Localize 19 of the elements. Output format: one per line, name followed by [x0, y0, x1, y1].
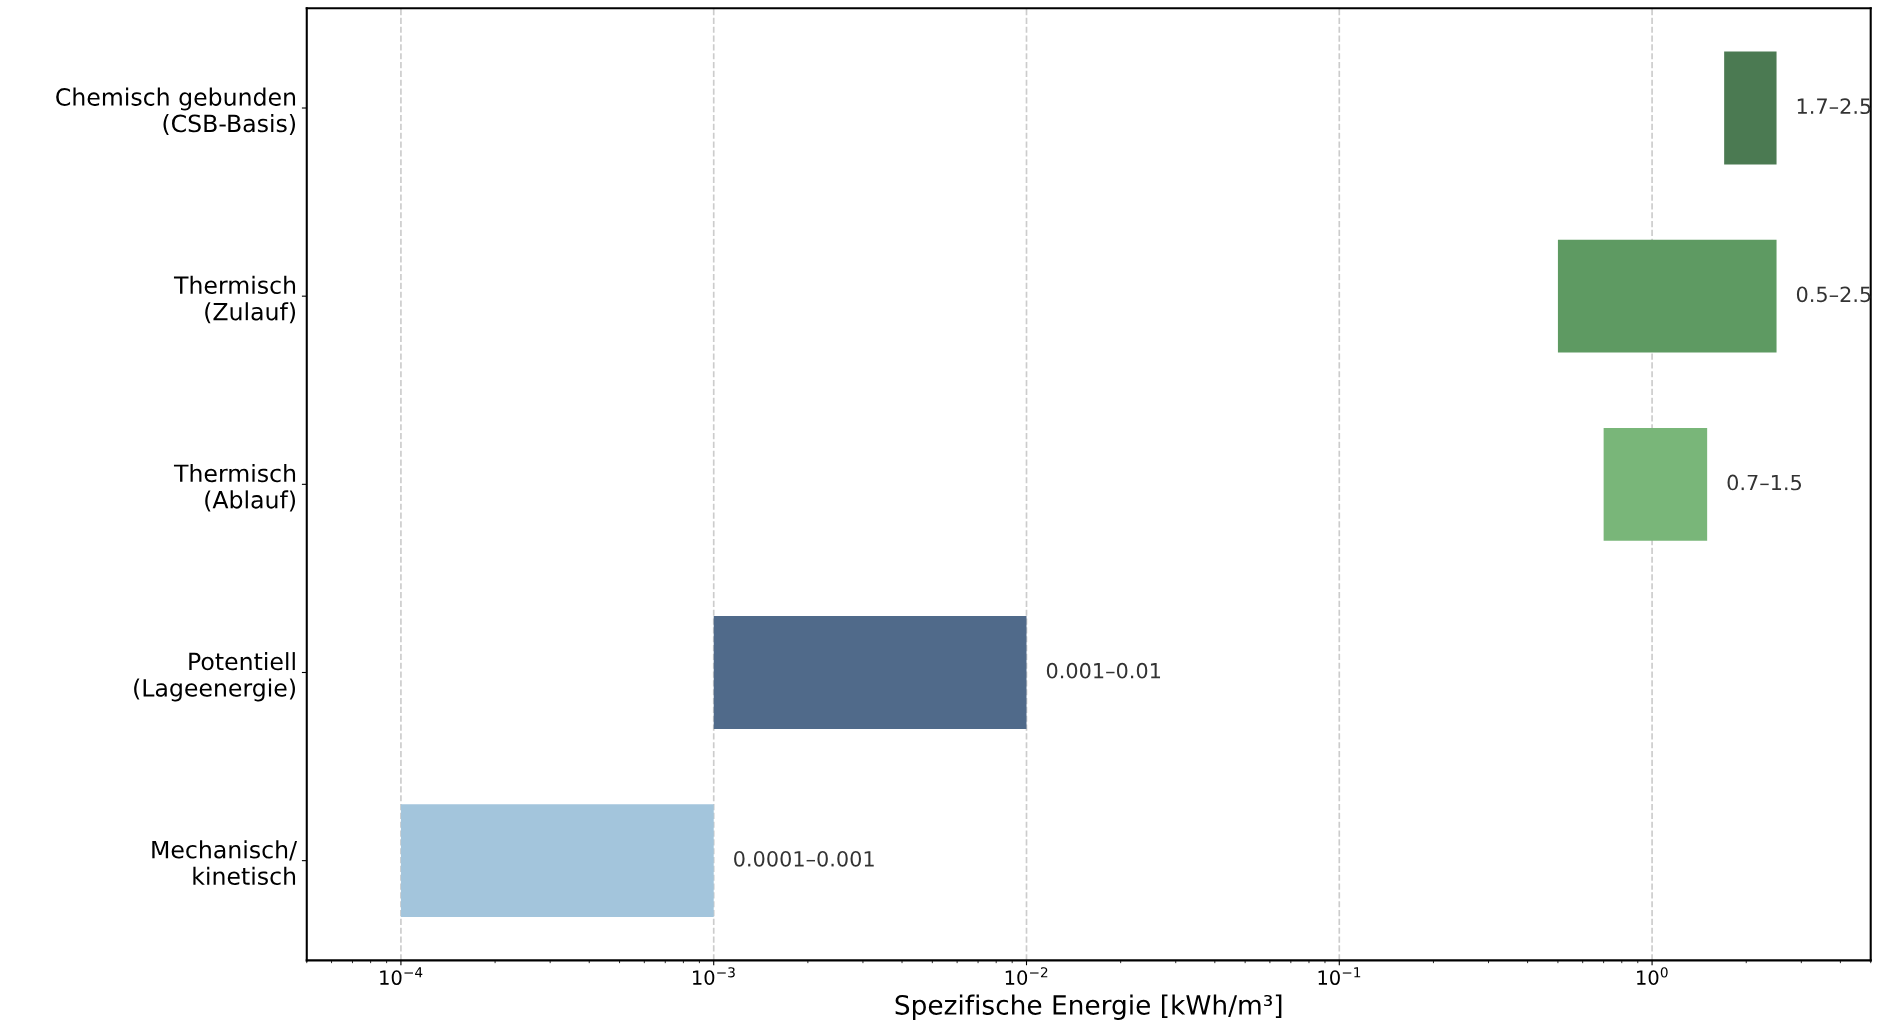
x-tick-label: 10$^{−2}$ [1005, 967, 1048, 985]
y-tick-label: Potentiell (Lageenergie) [134, 652, 295, 702]
data-label: 0.001–0.01 [1046, 662, 1161, 679]
data-label: 0.0001–0.001 [734, 850, 874, 867]
y-tick-label: Chemisch gebunden (CSB-Basis) [56, 87, 296, 136]
bar [1724, 51, 1777, 165]
x-tick-label: 10$^{0}$ [1637, 967, 1668, 985]
bar [1557, 239, 1777, 353]
bar [713, 616, 1027, 729]
data-label: 0.7–1.5 [1727, 474, 1801, 491]
x-axis-title: Spezifische Energie [kWh/m³] [895, 994, 1282, 1021]
y-tick-label: Mechanisch/ kinetisch [152, 840, 298, 885]
bar [400, 804, 714, 918]
x-tick-label: 10$^{−3}$ [693, 967, 735, 985]
y-tick-label: Thermisch (Ablauf) [173, 463, 296, 512]
y-tick-label: Thermisch (Zulauf) [173, 275, 296, 324]
bar [1603, 427, 1708, 541]
x-tick-label: 10$^{−4}$ [380, 967, 423, 986]
x-tick-label: 10$^{−1}$ [1318, 967, 1361, 986]
